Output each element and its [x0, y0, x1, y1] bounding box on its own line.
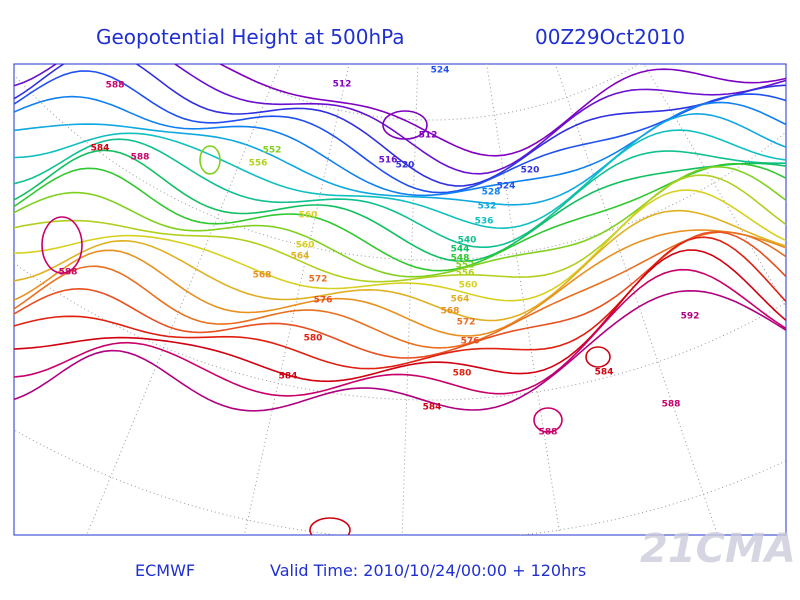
title: Geopotential Height at 500hPa: [96, 25, 405, 49]
contour-label: 584: [423, 403, 442, 413]
contour-label: 588: [131, 153, 150, 163]
contour-line: [14, 64, 786, 175]
contour-cell: [199, 145, 221, 175]
contour-cell: [41, 216, 83, 274]
contour-line: [14, 249, 786, 383]
contour-label: 576: [314, 296, 333, 306]
contour-line: [14, 129, 786, 230]
map-frame: [13, 63, 787, 536]
contour-line: [14, 289, 786, 412]
contour-label: 520: [396, 161, 415, 171]
contour-label: 552: [456, 261, 475, 271]
contour-label: 556: [249, 159, 268, 169]
contour-line: [14, 174, 786, 283]
contour-label: 560: [459, 281, 478, 291]
valid-time: Valid Time: 2010/10/24/00:00 + 120hrs: [270, 561, 586, 580]
contour-label: 536: [475, 217, 494, 227]
contour-label: 588: [539, 428, 558, 438]
contour-label: 576: [461, 337, 480, 347]
contour-cell: [533, 407, 563, 433]
contour-label: 580: [304, 334, 323, 344]
contour-line: [14, 229, 786, 337]
contour-label: 564: [451, 295, 470, 305]
contour-label: 552: [263, 146, 282, 156]
contour-line: [14, 138, 786, 248]
contour-label: 588: [106, 81, 125, 91]
contour-label: 520: [521, 166, 540, 176]
contour-label: 584: [595, 368, 614, 378]
contour-label: 560: [299, 211, 318, 221]
contour-label: 592: [681, 312, 700, 322]
contour-label: 512: [419, 131, 438, 141]
contour-label: 532: [478, 202, 497, 212]
time: 00Z29Oct2010: [535, 25, 685, 49]
watermark: 21CMA: [640, 526, 796, 572]
contour-label: 512: [333, 80, 352, 90]
contour-line: [14, 149, 786, 263]
contour-label: 572: [309, 275, 328, 285]
contour-cell: [585, 346, 611, 368]
contour-line: [218, 64, 786, 157]
contour-label: 584: [279, 372, 298, 382]
contour-label: 524: [431, 66, 450, 76]
contour-label: 544: [451, 245, 470, 255]
contour-line: [14, 64, 786, 187]
source: ECMWF: [135, 561, 195, 580]
contour-cell: [382, 110, 428, 140]
contour-line: [14, 268, 786, 397]
contours: [14, 64, 786, 535]
contour-line: [14, 112, 786, 206]
contour-label: 580: [453, 369, 472, 379]
contour-cell: [309, 517, 351, 535]
contour-label: 516: [379, 156, 398, 166]
contour-label: 588: [59, 268, 78, 278]
contour-line: [14, 231, 786, 349]
contour-line: [14, 209, 786, 322]
contour-label: 588: [662, 400, 681, 410]
contour-line: [14, 236, 786, 370]
contour-line: [14, 162, 786, 272]
contour-label: 556: [456, 269, 475, 279]
contour-label: 584: [91, 144, 110, 154]
contour-label: 560: [296, 241, 315, 251]
contour-label: 572: [457, 318, 476, 328]
contour-label: 568: [253, 271, 272, 281]
contour-label: 540: [458, 236, 477, 246]
contour-line: [14, 189, 786, 302]
contour-label: 524: [497, 182, 516, 192]
contour-label: 548: [451, 254, 470, 264]
contour-label: 568: [441, 307, 460, 317]
contour-label: 564: [291, 252, 310, 262]
contour-label: 528: [482, 188, 501, 198]
